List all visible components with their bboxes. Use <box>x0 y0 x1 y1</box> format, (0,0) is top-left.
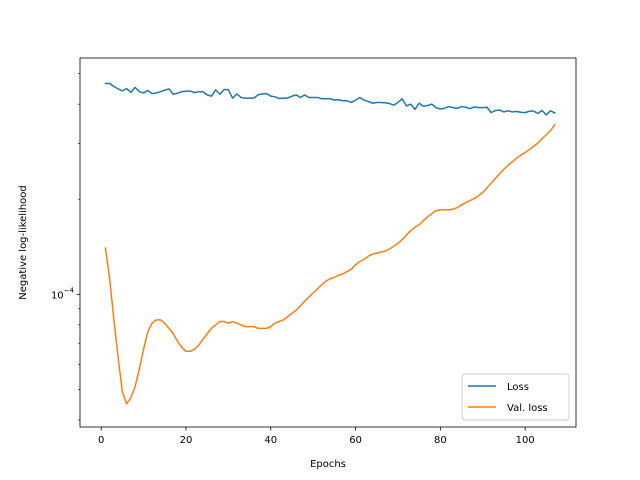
x-tick-label: 100 <box>516 435 535 446</box>
x-tick-label: 0 <box>98 435 104 446</box>
y-tick-label: 10−4 <box>51 286 75 301</box>
x-tick-label: 60 <box>349 435 362 446</box>
series-line-val-loss <box>104 123 556 405</box>
axes-frame <box>79 57 577 428</box>
series-layer <box>104 82 556 405</box>
y-axis-label: Negative log-likelihood <box>18 185 29 300</box>
legend: Loss Val. loss <box>461 373 570 421</box>
legend-label-val-loss: Val. loss <box>507 403 548 414</box>
x-tick-label: 80 <box>434 435 447 446</box>
x-axis-label: Epochs <box>310 459 346 470</box>
plot-area <box>80 58 576 427</box>
legend-label-loss: Loss <box>507 382 529 393</box>
series-line-loss <box>104 82 556 116</box>
x-tick-label: 20 <box>180 435 193 446</box>
x-tick-label: 40 <box>264 435 277 446</box>
